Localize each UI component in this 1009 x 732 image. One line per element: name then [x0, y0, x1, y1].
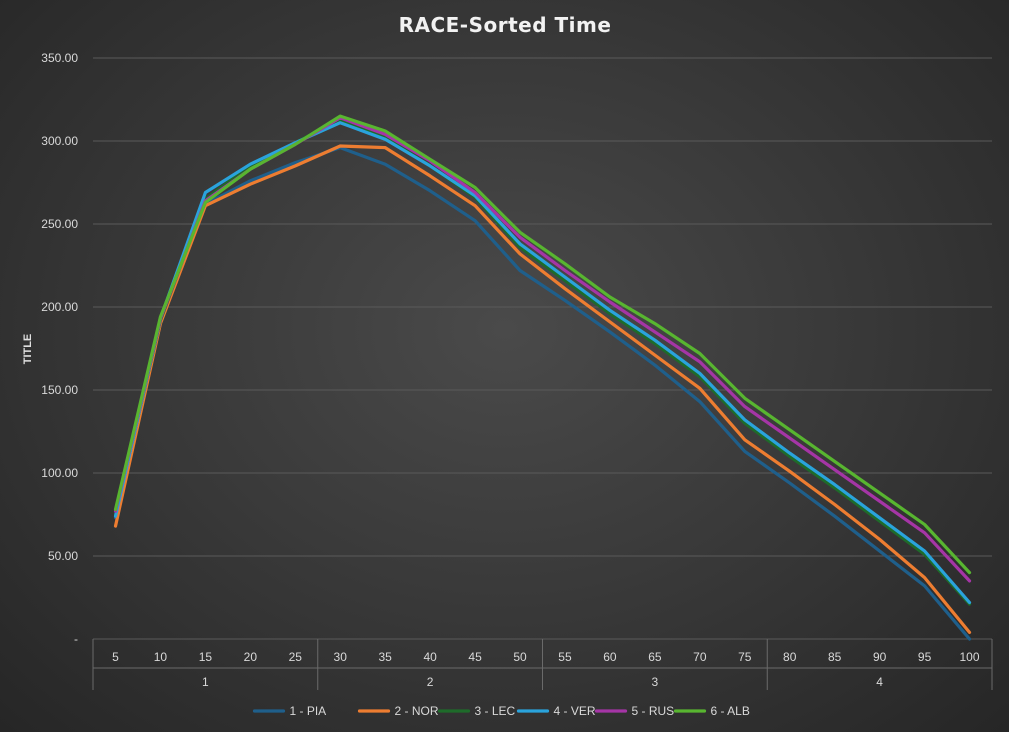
x-tick-label: 95: [918, 650, 932, 664]
x-tick-label: 20: [244, 650, 258, 664]
legend-item: 4 - VER: [516, 704, 596, 718]
x-group-label: 3: [652, 675, 659, 689]
x-tick-label: 50: [513, 650, 527, 664]
series-line-1: [113, 146, 972, 641]
legend-item: 5 - RUS: [594, 704, 675, 718]
x-tick-label: 35: [378, 650, 392, 664]
y-tick-label: 250.00: [41, 217, 78, 231]
series-line-2: [113, 144, 972, 635]
x-tick-label: 55: [558, 650, 572, 664]
legend-item: 1 - PIA: [252, 704, 327, 718]
x-tick-label: 45: [468, 650, 482, 664]
y-axis-label: TITLE: [22, 334, 34, 365]
legend-item: 6 - ALB: [673, 704, 750, 718]
legend-label: 2 - NOR: [395, 704, 439, 718]
gridlines: [93, 57, 992, 640]
y-tick-label: 200.00: [41, 300, 78, 314]
y-tick-label: 300.00: [41, 134, 78, 148]
legend-label: 4 - VER: [554, 704, 596, 718]
x-tick-label: 10: [154, 650, 168, 664]
y-tick-label: 350.00: [41, 51, 78, 65]
x-tick-label: 15: [199, 650, 213, 664]
legend: 1 - PIA 2 - NOR 3 - LEC 4 - VER 5 - RUS 6 - A…: [252, 704, 750, 718]
x-tick-label: 90: [873, 650, 887, 664]
y-tick-label: 150.00: [41, 383, 78, 397]
x-tick-label: 30: [334, 650, 348, 664]
y-tick-label: -: [74, 632, 78, 646]
legend-label: 3 - LEC: [475, 704, 516, 718]
legend-label: 6 - ALB: [711, 704, 750, 718]
x-group-label: 2: [427, 675, 434, 689]
x-tick-label: 60: [603, 650, 617, 664]
x-axis: 5 10 15 20 25 30 35 40 45 50 55 60 65 70 75 80 85 90 95 100…: [92, 639, 993, 690]
x-tick-label: 25: [289, 650, 303, 664]
x-tick-label: 75: [738, 650, 752, 664]
x-group-label: 1: [202, 675, 209, 689]
x-tick-label: 70: [693, 650, 707, 664]
series-lines: [113, 114, 972, 641]
y-axis-ticks: - 50.00 100.00 150.00 200.00 250.00 300.00 350.…: [41, 51, 78, 646]
y-tick-label: 50.00: [48, 549, 78, 563]
series-line-4: [113, 121, 972, 605]
x-tick-label: 65: [648, 650, 662, 664]
x-group-label: 4: [876, 675, 883, 689]
x-tick-label: 85: [828, 650, 842, 664]
y-tick-label: 100.00: [41, 466, 78, 480]
x-tick-label: 5: [112, 650, 119, 664]
legend-label: 1 - PIA: [290, 704, 327, 718]
x-tick-label: 80: [783, 650, 797, 664]
legend-item: 3 - LEC: [437, 704, 516, 718]
chart-title: RACE-Sorted Time: [399, 13, 612, 37]
series-line-6: [113, 114, 972, 575]
legend-label: 5 - RUS: [632, 704, 675, 718]
x-tick-label: 40: [423, 650, 437, 664]
x-tick-label: 100: [960, 650, 980, 664]
legend-item: 2 - NOR: [357, 704, 439, 718]
series-line-3: [113, 117, 972, 606]
